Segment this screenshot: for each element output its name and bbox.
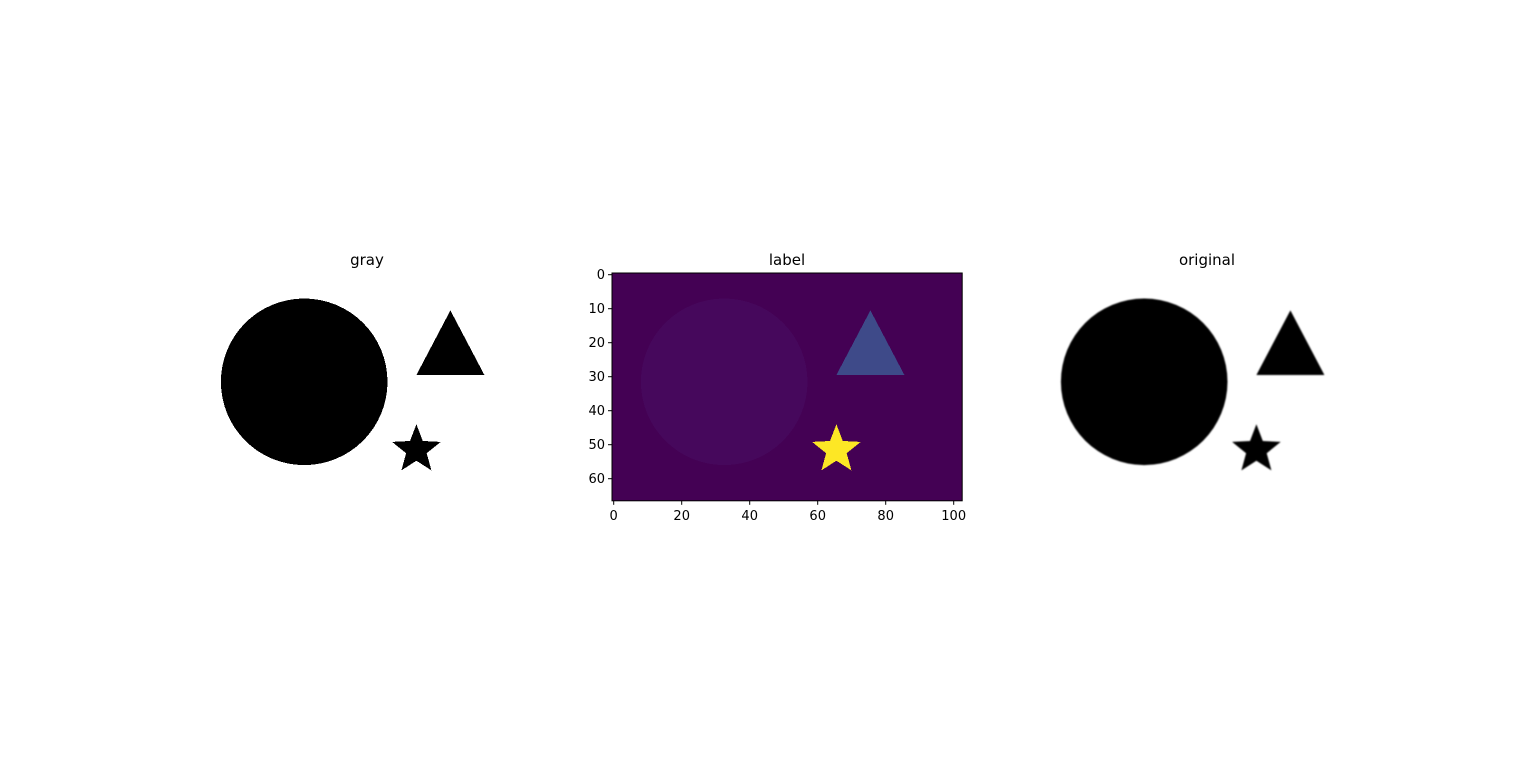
triangle-shape — [416, 310, 485, 375]
x-tick-label: 80 — [877, 509, 894, 524]
circle-shape — [1060, 298, 1228, 466]
panel-title-original: original — [1179, 251, 1235, 269]
x-tick-label: 60 — [809, 509, 826, 524]
label-y-axis: 0 10 20 30 40 50 60 — [588, 268, 612, 487]
x-tick-label: 40 — [741, 509, 758, 524]
panel-gray: gray — [220, 251, 485, 471]
y-tick-label: 10 — [588, 302, 605, 317]
panel-label: label 0 20 40 60 80 100 0 10 20 30 40 50 60 — [588, 251, 966, 524]
label-axes-frame — [611, 272, 963, 502]
x-tick-label: 20 — [673, 509, 690, 524]
x-tick-label: 100 — [941, 509, 966, 524]
label-image — [612, 273, 963, 501]
gray-shapes — [220, 298, 485, 471]
triangle-shape — [836, 310, 905, 375]
y-tick-label: 30 — [588, 370, 605, 385]
circle-shape — [640, 298, 808, 466]
star-shape — [1232, 424, 1281, 471]
star-shape — [392, 424, 441, 471]
label-x-axis: 0 20 40 60 80 100 — [610, 500, 966, 524]
panel-title-gray: gray — [350, 251, 384, 269]
y-tick-label: 50 — [588, 438, 605, 453]
panel-original: original — [1060, 251, 1325, 471]
y-tick-label: 40 — [588, 404, 605, 419]
x-tick-label: 0 — [610, 509, 618, 524]
triangle-shape — [1256, 310, 1325, 375]
panel-title-label: label — [769, 251, 805, 269]
circle-shape — [220, 298, 388, 466]
y-tick-label: 0 — [597, 268, 605, 283]
star-shape — [812, 424, 861, 471]
y-tick-label: 20 — [588, 336, 605, 351]
y-tick-label: 60 — [588, 472, 605, 487]
original-shapes — [1060, 298, 1325, 471]
